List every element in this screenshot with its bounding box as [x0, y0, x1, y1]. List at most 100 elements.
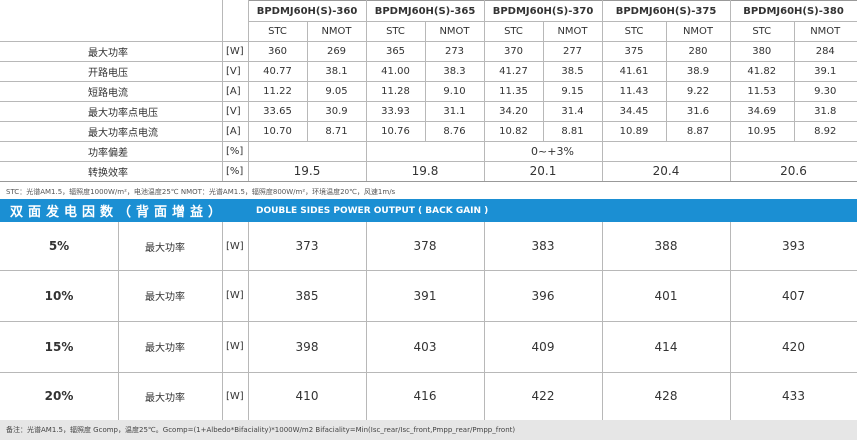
- cell-value: 9.22: [686, 85, 710, 97]
- cell-value: 11.28: [381, 85, 410, 97]
- cell-value: 360: [267, 45, 288, 57]
- cell-value: 38.3: [443, 65, 466, 77]
- section-title-en: DOUBLE SIDES POWER OUTPUT ( BACK GAIN ): [256, 205, 489, 216]
- row-label: 最大功率: [145, 292, 185, 303]
- cell-value: 10.95: [747, 125, 777, 137]
- condition-header: STC: [268, 26, 287, 37]
- condition-header: NMOT: [321, 26, 352, 37]
- rule: [366, 222, 367, 420]
- rule: [484, 0, 485, 181]
- cell-value: 9.15: [561, 85, 584, 97]
- cell-value: 428: [654, 389, 678, 403]
- cell-value: 38.5: [561, 65, 584, 77]
- rule: [0, 270, 857, 271]
- rule: [0, 61, 857, 62]
- cell-value: 34.69: [747, 105, 777, 117]
- rule: [730, 0, 731, 181]
- cell-value: 8.87: [686, 125, 710, 137]
- cell-value: 8.76: [443, 125, 466, 137]
- cell-value: 11.53: [747, 85, 777, 97]
- cell-value: 10.82: [499, 125, 528, 137]
- cell-value: 277: [562, 45, 583, 57]
- cell-value: 273: [444, 45, 465, 57]
- cell-value: 280: [688, 45, 708, 57]
- rule: [0, 321, 857, 322]
- row-unit: [V]: [226, 105, 241, 117]
- section-band: [0, 199, 857, 222]
- cell-value: 370: [503, 45, 524, 57]
- cell-value: 30.9: [325, 105, 348, 117]
- cell-value: 414: [654, 339, 678, 354]
- cell-value: 410: [295, 389, 319, 403]
- row-unit: [W]: [226, 240, 244, 252]
- rule: [248, 0, 857, 1]
- cell-value: 269: [326, 45, 347, 57]
- condition-header: NMOT: [439, 26, 470, 37]
- cell-value: 34.20: [499, 105, 528, 117]
- cell-value: 39.1: [814, 65, 837, 77]
- cell-value: 20.4: [652, 164, 680, 178]
- cell-value: 422: [531, 389, 555, 403]
- model-header: BPDMJ60H(S)-360: [256, 6, 358, 17]
- note-bar: [0, 420, 857, 440]
- cell-value: 416: [413, 389, 437, 403]
- cell-value: 393: [782, 239, 805, 253]
- row-label: 转换效率: [88, 167, 128, 179]
- cell-value: 9.30: [814, 85, 837, 97]
- cell-value: 41.82: [747, 65, 777, 77]
- rule: [0, 161, 857, 162]
- row-label: 开路电压: [88, 67, 128, 79]
- rule: [307, 22, 308, 142]
- row-unit: [%]: [226, 165, 244, 177]
- rule: [0, 181, 857, 182]
- cell-value: 0~+3%: [531, 144, 574, 158]
- rule: [0, 41, 857, 42]
- cell-value: 19.5: [293, 164, 321, 178]
- row-label: 最大功率: [145, 242, 185, 254]
- row-label: 最大功率: [145, 392, 185, 404]
- cell-value: 8.81: [561, 125, 584, 137]
- row-label: 最大功率点电流: [88, 127, 158, 139]
- cell-value: 8.92: [814, 125, 837, 137]
- row-label: 最大功率点电压: [88, 107, 158, 119]
- cell-value: 11.35: [499, 85, 528, 97]
- cell-value: 8.71: [325, 125, 348, 137]
- condition-header: NMOT: [810, 26, 841, 37]
- condition-header: STC: [386, 26, 405, 37]
- row-unit: [V]: [226, 65, 241, 77]
- rule: [248, 0, 249, 181]
- cell-value: 10.70: [263, 125, 292, 137]
- cell-value: 20.1: [529, 164, 557, 178]
- rule: [666, 22, 667, 142]
- rule: [248, 222, 249, 420]
- cell-value: 40.77: [263, 65, 292, 77]
- cell-value: 11.22: [263, 85, 292, 97]
- rule: [793, 22, 795, 142]
- row-label: 短路电流: [88, 87, 128, 99]
- cell-value: 401: [654, 288, 678, 303]
- cell-value: 433: [782, 389, 805, 403]
- gain: 20%: [44, 389, 74, 403]
- rule: [0, 81, 857, 82]
- cell-value: 365: [385, 45, 406, 57]
- cell-value: 378: [413, 239, 437, 253]
- row-label: 最大功率: [88, 47, 128, 59]
- rule: [0, 121, 857, 122]
- rule: [543, 22, 544, 142]
- cell-value: 391: [413, 288, 437, 303]
- rule: [222, 0, 223, 181]
- row-unit: [%]: [226, 145, 244, 157]
- condition-header: STC: [752, 26, 772, 37]
- cell-value: 38.1: [325, 65, 348, 77]
- rule: [222, 222, 223, 420]
- rule: [730, 222, 731, 420]
- cell-value: 33.93: [381, 105, 410, 117]
- row-unit: [W]: [226, 341, 244, 352]
- cell-value: 373: [295, 239, 319, 253]
- section-title: 双面发电因数（背面增益）: [10, 205, 227, 220]
- rule: [248, 21, 857, 22]
- rule: [602, 222, 603, 420]
- cell-value: 31.1: [443, 105, 466, 117]
- cell-value: 9.05: [325, 85, 348, 97]
